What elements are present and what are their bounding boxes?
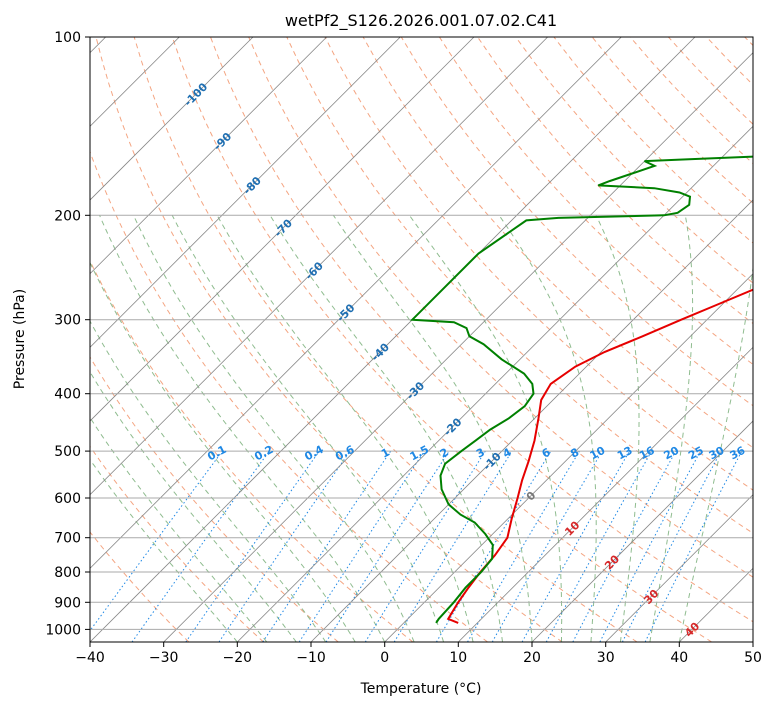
x-tick-label: −20 <box>223 650 253 666</box>
dry-adiabats <box>90 37 753 642</box>
mixing-ratio-line <box>185 450 320 642</box>
mixing-ratio-lines <box>90 450 743 642</box>
dry-adiabat-line <box>133 37 638 642</box>
x-axis-label: Temperature (°C) <box>360 681 482 697</box>
y-tick-label: 100 <box>54 30 81 46</box>
mixing-ratio-label: 16 <box>637 444 657 463</box>
isotherm-line <box>605 494 753 642</box>
mixing-ratio-label: 25 <box>686 444 706 463</box>
dry-adiabat-line <box>90 531 190 642</box>
mixing-ratio-line <box>545 450 653 642</box>
isotherm-line <box>163 52 753 642</box>
dry-adiabat-line <box>210 37 753 623</box>
dry-adiabat-line <box>90 445 264 642</box>
isotherm-line <box>237 125 753 642</box>
mixing-ratio-line <box>90 450 223 632</box>
moist-adiabat-line <box>216 215 474 642</box>
isotherm-line <box>90 37 548 496</box>
y-tick-label: 900 <box>54 595 81 611</box>
moist-adiabat-line <box>171 215 445 642</box>
plot-area: 0.1 0.2 0.4 0.6 1 1.5 2 3 4 6 8 10 13 16 20 25 30 36-100-… <box>90 37 753 642</box>
x-tick-label: 30 <box>597 650 615 666</box>
moist-adiabat-line <box>90 458 238 642</box>
moist-adiabat-line <box>90 261 356 642</box>
moist-adiabat-line <box>90 416 268 642</box>
moist-adiabat-line <box>595 215 640 642</box>
x-tick-label: 40 <box>670 650 688 666</box>
x-tick-label: 50 <box>744 650 762 666</box>
y-tick-label: 400 <box>54 387 81 403</box>
mixing-ratio-line <box>325 450 450 642</box>
mixing-ratio-line <box>298 450 425 642</box>
dry-adiabat-line <box>90 150 488 642</box>
y-tick-label: 700 <box>54 531 81 547</box>
y-tick-label: 600 <box>54 491 81 507</box>
moist-adiabat-line <box>90 370 297 642</box>
x-tick-label: 10 <box>449 650 467 666</box>
y-axis-label: Pressure (hPa) <box>12 289 28 389</box>
moist-adiabat-line <box>332 215 533 642</box>
mixing-ratio-label: 10 <box>588 444 608 463</box>
x-tick-label: 20 <box>523 650 541 666</box>
mixing-ratio-label: 36 <box>728 444 748 463</box>
mixing-ratio-line <box>521 450 630 642</box>
x-axis: −40 −30 −20 −10 0 10 20 30 40 50 <box>75 642 762 666</box>
dry-adiabat-line <box>171 37 712 642</box>
isotherm-line <box>90 37 327 275</box>
dry-adiabat-line <box>515 37 753 284</box>
mixing-ratio-line <box>393 450 513 642</box>
plot-frame <box>89 36 754 643</box>
dry-adiabat-line <box>95 37 563 642</box>
isotherm-line <box>90 37 696 642</box>
dry-adiabat-line <box>248 37 753 578</box>
isotherm-line <box>310 199 753 642</box>
isotherm-line <box>384 273 753 642</box>
moist-adiabat-line <box>133 215 415 642</box>
mixing-ratio-line <box>218 450 351 642</box>
mixing-ratio-label: 30 <box>707 444 727 463</box>
dry-adiabat-line <box>400 37 753 407</box>
x-tick-label: −30 <box>149 650 179 666</box>
chart-title: wetPf2_S126.2026.001.07.02.C41 <box>285 11 557 31</box>
pressure-gridlines <box>90 37 753 630</box>
moist-adiabat-line <box>408 215 563 642</box>
isotherm-line <box>90 37 622 569</box>
isotherm-line <box>90 37 254 201</box>
x-tick-label: 0 <box>380 650 389 666</box>
isotherm-line <box>458 346 753 642</box>
mixing-ratio-line <box>572 450 677 642</box>
mixing-ratio-line <box>644 450 743 642</box>
y-axis: 100 200 300 400 500 600 700 800 900 1000 <box>45 30 90 638</box>
moist-adiabat-line <box>90 320 327 642</box>
dewpoint-profile-line <box>410 155 753 624</box>
mixing-ratio-line <box>262 450 392 642</box>
moist-adiabat-line <box>649 215 694 642</box>
moist-adiabat-line <box>498 215 597 642</box>
y-tick-label: 1000 <box>45 622 81 638</box>
mixing-ratio-label: 20 <box>662 444 682 463</box>
isotherm-line <box>90 37 475 422</box>
y-tick-label: 800 <box>54 565 81 581</box>
mixing-ratio-line <box>131 450 270 642</box>
mixing-ratio-label: 13 <box>615 444 635 463</box>
profile-series <box>410 155 753 624</box>
dry-adiabat-line <box>438 37 753 366</box>
y-tick-label: 500 <box>54 444 81 460</box>
y-tick-label: 200 <box>54 208 81 224</box>
moist-adiabat-line <box>678 264 753 642</box>
isotherm-line <box>90 37 401 348</box>
x-tick-label: −40 <box>75 650 105 666</box>
moist-adiabat-line <box>269 215 503 642</box>
y-tick-label: 300 <box>54 313 81 329</box>
x-tick-label: −10 <box>296 650 326 666</box>
isotherm-line <box>531 420 753 642</box>
moist-adiabats <box>90 215 753 642</box>
dry-adiabat-line <box>90 356 339 642</box>
isotherms <box>90 37 753 642</box>
